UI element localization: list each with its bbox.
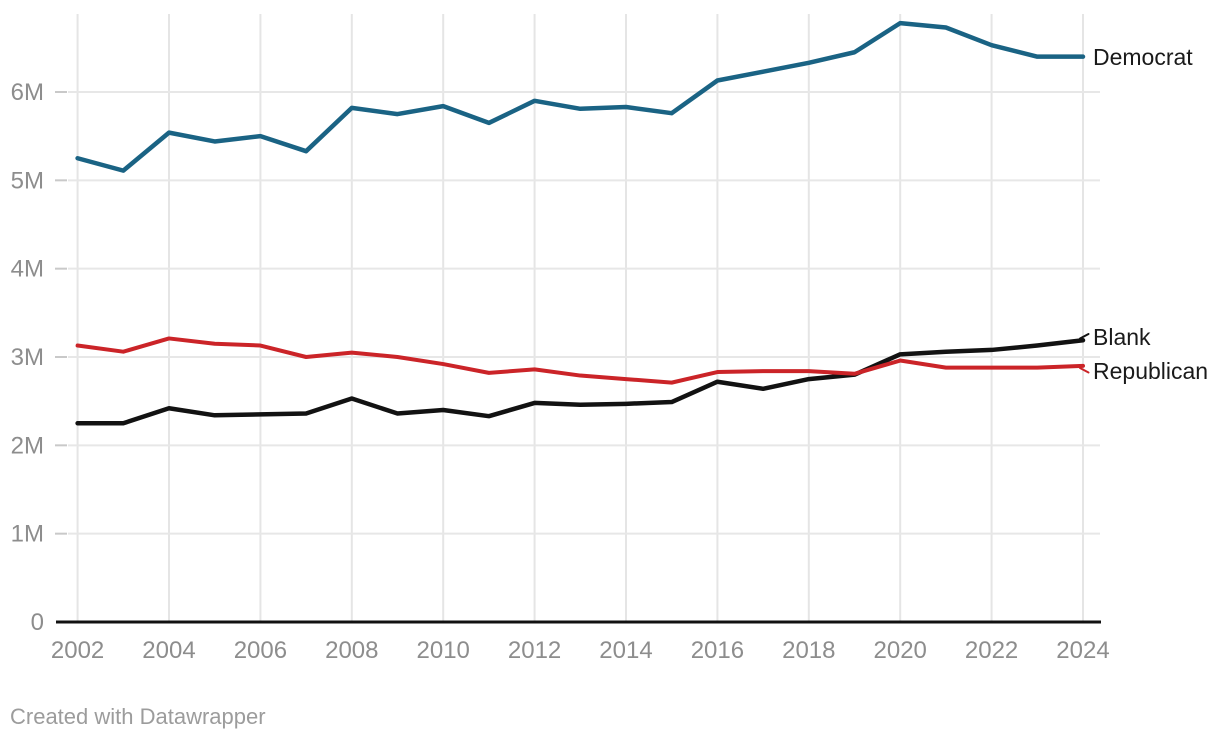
series-label-republican: Republican xyxy=(1093,358,1208,384)
x-tick-label: 2008 xyxy=(325,637,378,664)
y-tick-label: 0 xyxy=(31,609,44,636)
y-tick-label: 6M xyxy=(11,79,44,106)
y-tick-label: 4M xyxy=(11,256,44,283)
y-tick-label: 5M xyxy=(11,167,44,194)
x-tick-label: 2022 xyxy=(965,637,1018,664)
x-tick-label: 2010 xyxy=(417,637,470,664)
y-tick-label: 1M xyxy=(11,521,44,548)
x-tick-label: 2020 xyxy=(874,637,927,664)
datawrapper-attribution-link[interactable]: Created with Datawrapper xyxy=(10,704,266,729)
x-tick-label: 2006 xyxy=(234,637,287,664)
x-tick-label: 2012 xyxy=(508,637,561,664)
x-tick-label: 2002 xyxy=(51,637,104,664)
x-tick-label: 2018 xyxy=(782,637,835,664)
series-label-democrat: Democrat xyxy=(1093,44,1193,70)
label-leader-republican xyxy=(1079,367,1090,374)
x-tick-label: 2014 xyxy=(599,637,652,664)
series-line-republican xyxy=(75,336,1085,385)
label-leader-blank xyxy=(1079,333,1090,340)
x-tick-label: 2024 xyxy=(1056,637,1109,664)
series-line-democrat xyxy=(75,20,1086,173)
y-tick-label: 2M xyxy=(11,432,44,459)
x-tick-label: 2016 xyxy=(691,637,744,664)
series-line-blank xyxy=(75,337,1086,426)
y-tick-label: 3M xyxy=(11,344,44,371)
x-tick-label: 2004 xyxy=(142,637,195,664)
series-label-blank: Blank xyxy=(1093,324,1151,350)
